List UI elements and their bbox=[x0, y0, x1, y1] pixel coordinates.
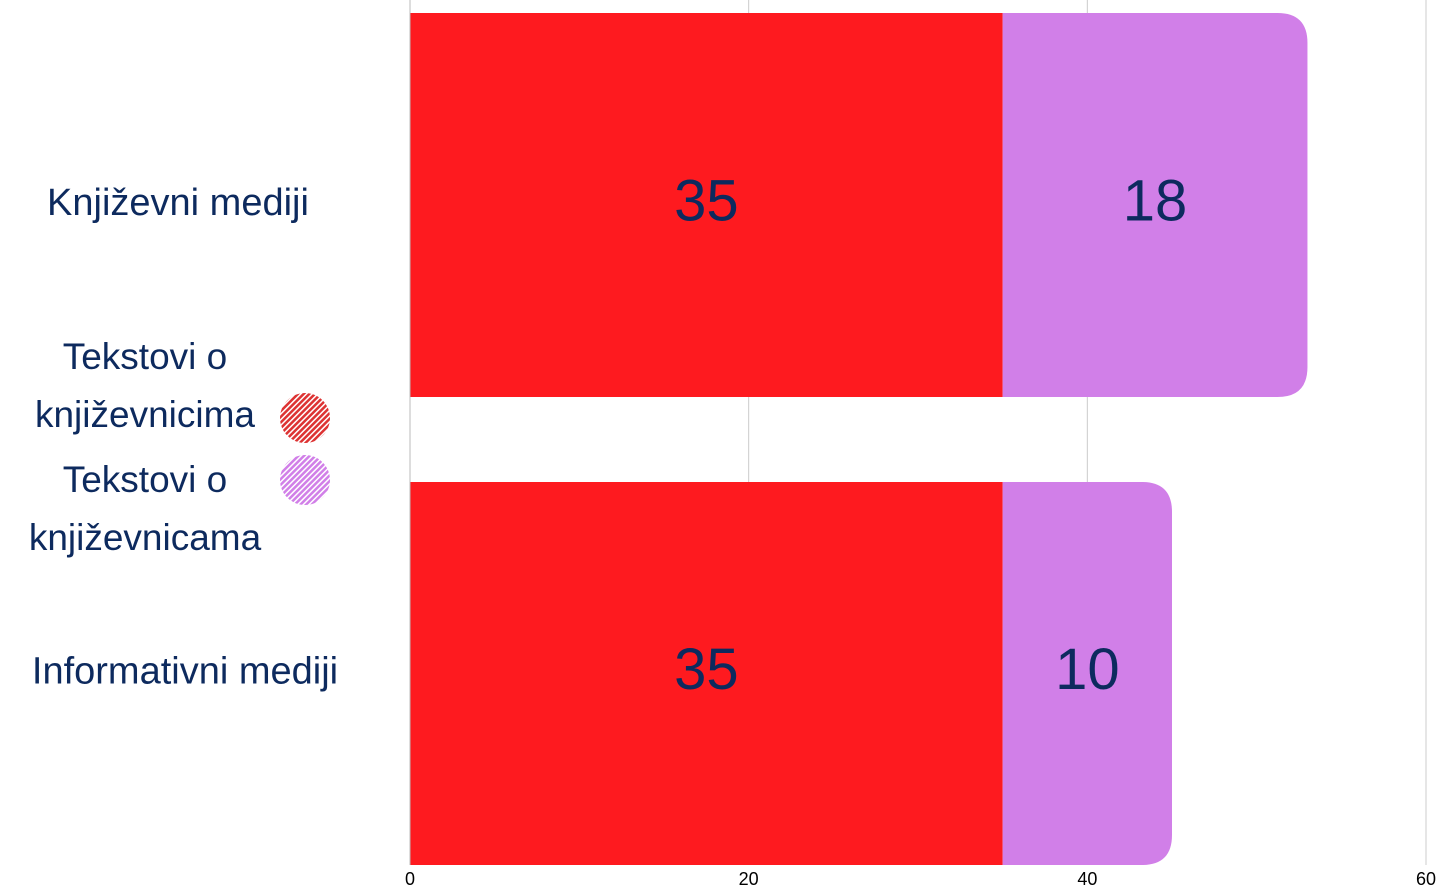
bar-segment bbox=[410, 482, 1003, 865]
bar-segment bbox=[1002, 13, 1308, 397]
x-tick-label: 0 bbox=[405, 869, 415, 888]
category-label: Informativni mediji bbox=[32, 651, 338, 693]
data-label: 35 bbox=[674, 168, 739, 233]
data-label: 18 bbox=[1123, 168, 1188, 233]
category-label: Književni mediji bbox=[47, 182, 309, 224]
data-label: 10 bbox=[1055, 637, 1120, 702]
legend-label: Tekstovi o književnicama bbox=[28, 459, 262, 558]
x-tick-label: 40 bbox=[1077, 869, 1097, 888]
bar-segment bbox=[410, 13, 1003, 397]
bar-segment bbox=[1002, 482, 1172, 865]
legend-marker bbox=[280, 393, 330, 443]
x-tick-label: 60 bbox=[1416, 869, 1436, 888]
x-tick-label: 20 bbox=[739, 869, 759, 888]
legend-label: Tekstovi o književnicima bbox=[34, 336, 255, 435]
data-label: 35 bbox=[674, 637, 739, 702]
legend-marker bbox=[280, 455, 330, 505]
